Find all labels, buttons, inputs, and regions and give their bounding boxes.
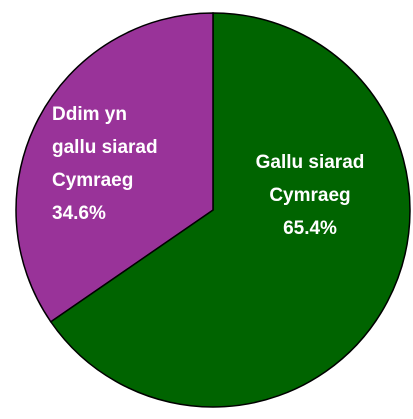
category-label: Gallu siarad Cymraeg	[255, 152, 365, 206]
slice-label: Ddim yn gallu siarad Cymraeg 34.6%	[52, 98, 167, 230]
value-label: 65.4%	[283, 218, 337, 239]
pie-slice	[49, 12, 411, 408]
pie-slice	[15, 12, 214, 323]
value-label: 34.6%	[52, 203, 106, 224]
category-label: Ddim yn gallu siarad Cymraeg	[52, 104, 158, 191]
slice-label: Gallu siarad Cymraeg 65.4%	[245, 146, 375, 245]
